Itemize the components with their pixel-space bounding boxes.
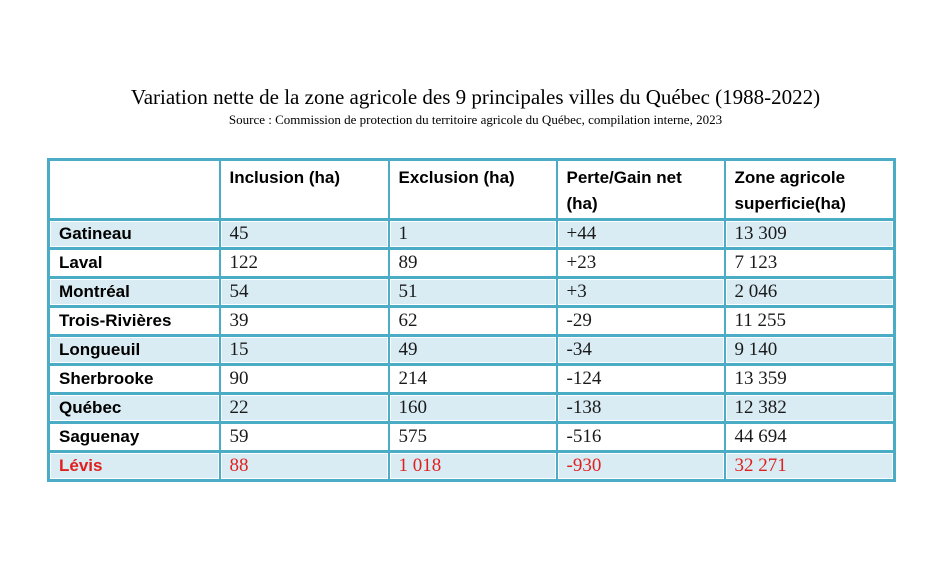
row-label-city: Montréal bbox=[47, 276, 221, 308]
cell-net: -29 bbox=[555, 305, 726, 337]
cell-exclusion: 51 bbox=[387, 276, 558, 308]
header: Variation nette de la zone agricole des … bbox=[0, 84, 951, 129]
cell-zone: 12 382 bbox=[723, 392, 896, 424]
table-row: Gatineau 45 1 +44 13 309 bbox=[47, 218, 896, 250]
cell-inclusion: 39 bbox=[218, 305, 390, 337]
row-label-city: Lévis bbox=[47, 450, 221, 482]
column-header-zone: Zone agricole superficie(ha) bbox=[723, 158, 896, 221]
table-row: Longueuil 15 49 -34 9 140 bbox=[47, 334, 896, 366]
table-row: Laval 122 89 +23 7 123 bbox=[47, 247, 896, 279]
table-row: Montréal 54 51 +3 2 046 bbox=[47, 276, 896, 308]
cell-zone: 13 309 bbox=[723, 218, 896, 250]
cell-exclusion: 49 bbox=[387, 334, 558, 366]
table-header-row: Inclusion (ha) Exclusion (ha) Perte/Gain… bbox=[47, 158, 896, 221]
cell-zone: 44 694 bbox=[723, 421, 896, 453]
table-row: Lévis 88 1 018 -930 32 271 bbox=[47, 450, 896, 482]
table-row: Sherbrooke 90 214 -124 13 359 bbox=[47, 363, 896, 395]
cell-net: -34 bbox=[555, 334, 726, 366]
cell-exclusion: 1 018 bbox=[387, 450, 558, 482]
row-label-city: Trois-Rivières bbox=[47, 305, 221, 337]
row-label-city: Saguenay bbox=[47, 421, 221, 453]
cell-zone: 13 359 bbox=[723, 363, 896, 395]
cell-exclusion: 575 bbox=[387, 421, 558, 453]
cell-exclusion: 62 bbox=[387, 305, 558, 337]
cell-net: +3 bbox=[555, 276, 726, 308]
cell-net: +44 bbox=[555, 218, 726, 250]
cell-exclusion: 214 bbox=[387, 363, 558, 395]
cell-zone: 32 271 bbox=[723, 450, 896, 482]
cell-exclusion: 160 bbox=[387, 392, 558, 424]
cell-inclusion: 59 bbox=[218, 421, 390, 453]
table-row: Saguenay 59 575 -516 44 694 bbox=[47, 421, 896, 453]
row-label-city: Québec bbox=[47, 392, 221, 424]
cell-inclusion: 88 bbox=[218, 450, 390, 482]
cell-zone: 9 140 bbox=[723, 334, 896, 366]
column-header-net: Perte/Gain net (ha) bbox=[555, 158, 726, 221]
column-header-inclusion: Inclusion (ha) bbox=[218, 158, 390, 221]
table-row: Trois-Rivières 39 62 -29 11 255 bbox=[47, 305, 896, 337]
table-row: Québec 22 160 -138 12 382 bbox=[47, 392, 896, 424]
cell-net: -930 bbox=[555, 450, 726, 482]
row-label-city: Longueuil bbox=[47, 334, 221, 366]
cell-exclusion: 1 bbox=[387, 218, 558, 250]
cell-inclusion: 122 bbox=[218, 247, 390, 279]
cell-zone: 11 255 bbox=[723, 305, 896, 337]
column-header-exclusion: Exclusion (ha) bbox=[387, 158, 558, 221]
cell-net: -124 bbox=[555, 363, 726, 395]
cell-inclusion: 90 bbox=[218, 363, 390, 395]
cell-inclusion: 45 bbox=[218, 218, 390, 250]
cell-net: +23 bbox=[555, 247, 726, 279]
cell-zone: 2 046 bbox=[723, 276, 896, 308]
row-label-city: Laval bbox=[47, 247, 221, 279]
page-title: Variation nette de la zone agricole des … bbox=[130, 85, 821, 109]
cell-zone: 7 123 bbox=[723, 247, 896, 279]
row-label-city: Gatineau bbox=[47, 218, 221, 250]
cell-net: -516 bbox=[555, 421, 726, 453]
source-caption: Source : Commission de protection du ter… bbox=[228, 112, 723, 128]
column-header-city bbox=[47, 158, 221, 221]
cell-inclusion: 15 bbox=[218, 334, 390, 366]
row-label-city: Sherbrooke bbox=[47, 363, 221, 395]
cell-net: -138 bbox=[555, 392, 726, 424]
cell-inclusion: 54 bbox=[218, 276, 390, 308]
cell-inclusion: 22 bbox=[218, 392, 390, 424]
cell-exclusion: 89 bbox=[387, 247, 558, 279]
agricultural-zone-table: Inclusion (ha) Exclusion (ha) Perte/Gain… bbox=[47, 158, 896, 482]
